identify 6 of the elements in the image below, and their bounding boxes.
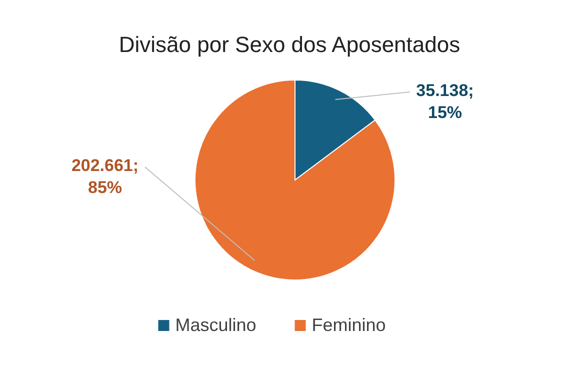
chart-title: Divisão por Sexo dos Aposentados (118, 32, 460, 57)
data-label: 202.661; 85% (71, 156, 139, 197)
legend-label: Feminino (312, 315, 386, 335)
pie-slice (194, 80, 396, 280)
legend-label: Masculino (175, 315, 256, 335)
data-label: 35.138; 15% (416, 81, 474, 122)
